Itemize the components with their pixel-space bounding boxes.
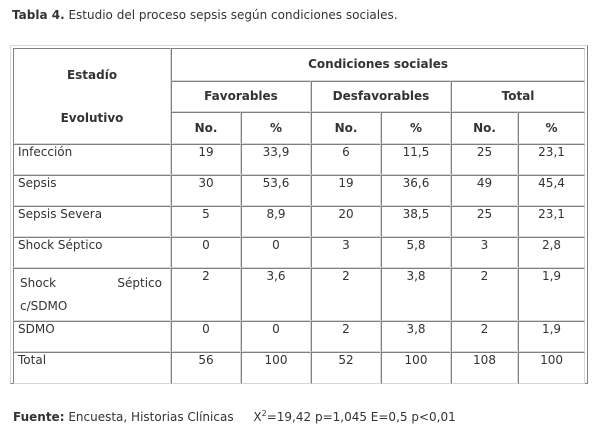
table-row: Sepsis Severa 5 8,9 20 38,5 25 23,1 — [13, 206, 586, 237]
cell-fav-no: 19 — [171, 144, 241, 175]
row-stage-word-1: Shock — [20, 276, 57, 290]
cell-fav-no: 0 — [171, 237, 241, 268]
cell-des-pct: 36,6 — [381, 175, 451, 206]
cell-fav-no: 2 — [171, 268, 241, 321]
cell-des-pct: 5,8 — [381, 237, 451, 268]
footer-stats: X2=19,42 p=1,045 E=0,5 p<0,01 — [253, 409, 456, 425]
cell-fav-no: 56 — [171, 352, 241, 384]
header-stage: Estadío Evolutivo — [13, 48, 171, 144]
header-fav-no: No. — [171, 112, 241, 144]
cell-des-no: 6 — [311, 144, 381, 175]
cell-des-no: 2 — [311, 268, 381, 321]
cell-tot-pct: 1,9 — [518, 321, 586, 352]
table-row: Infección 19 33,9 6 11,5 25 23,1 — [13, 144, 586, 175]
header-group-title: Condiciones sociales — [171, 48, 586, 81]
header-favorables: Favorables — [171, 81, 311, 112]
cell-fav-no: 30 — [171, 175, 241, 206]
footer-source: Encuesta, Historias Clínicas — [68, 410, 234, 424]
cell-des-no: 52 — [311, 352, 381, 384]
table-row: SDMO 0 0 2 3,8 2 1,9 — [13, 321, 586, 352]
header-tot-pct: % — [518, 112, 586, 144]
table-row: Total 56 100 52 100 108 100 — [13, 352, 586, 384]
cell-fav-no: 0 — [171, 321, 241, 352]
cell-tot-no: 108 — [451, 352, 518, 384]
row-stage: Shock Séptico c/SDMO — [13, 268, 171, 321]
cell-fav-pct: 53,6 — [241, 175, 311, 206]
header-fav-pct: % — [241, 112, 311, 144]
data-table-frame: Estadío Evolutivo Condiciones sociales F… — [10, 45, 588, 384]
table-footer: Fuente: Encuesta, Historias Clínicas X2=… — [13, 409, 456, 425]
cell-des-pct: 100 — [381, 352, 451, 384]
cell-fav-no: 5 — [171, 206, 241, 237]
cell-des-no: 2 — [311, 321, 381, 352]
cell-des-no: 20 — [311, 206, 381, 237]
cell-tot-pct: 23,1 — [518, 206, 586, 237]
cell-fav-pct: 8,9 — [241, 206, 311, 237]
header-stage-line2: Evolutivo — [60, 111, 124, 125]
cell-tot-pct: 1,9 — [518, 268, 586, 321]
data-table: Estadío Evolutivo Condiciones sociales F… — [13, 48, 586, 384]
cell-fav-pct: 0 — [241, 321, 311, 352]
caption-label: Tabla 4. — [12, 8, 65, 22]
cell-tot-no: 49 — [451, 175, 518, 206]
cell-fav-pct: 100 — [241, 352, 311, 384]
row-stage-word-2: Séptico — [117, 276, 162, 290]
table-caption: Tabla 4. Estudio del proceso sepsis segú… — [12, 8, 398, 22]
cell-fav-pct: 3,6 — [241, 268, 311, 321]
header-row-2: Favorables Desfavorables Total — [13, 81, 586, 112]
table-row: Sepsis 30 53,6 19 36,6 49 45,4 — [13, 175, 586, 206]
row-stage: Shock Séptico — [13, 237, 171, 268]
header-total: Total — [451, 81, 586, 112]
cell-tot-pct: 100 — [518, 352, 586, 384]
cell-tot-no: 2 — [451, 268, 518, 321]
cell-tot-no: 2 — [451, 321, 518, 352]
cell-tot-pct: 23,1 — [518, 144, 586, 175]
header-row-1: Estadío Evolutivo Condiciones sociales — [13, 48, 586, 144]
header-desfavorables: Desfavorables — [311, 81, 451, 112]
row-stage: Sepsis Severa — [13, 206, 171, 237]
cell-des-pct: 3,8 — [381, 321, 451, 352]
chi-symbol: X — [253, 410, 262, 424]
caption-text: Estudio del proceso sepsis según condici… — [68, 8, 398, 22]
row-stage: SDMO — [13, 321, 171, 352]
stats-values: =19,42 p=1,045 E=0,5 p<0,01 — [266, 410, 456, 424]
cell-tot-pct: 45,4 — [518, 175, 586, 206]
cell-fav-pct: 33,9 — [241, 144, 311, 175]
cell-tot-pct: 2,8 — [518, 237, 586, 268]
cell-des-no: 3 — [311, 237, 381, 268]
cell-des-no: 19 — [311, 175, 381, 206]
row-stage: Infección — [13, 144, 171, 175]
table-row: Shock Séptico 0 0 3 5,8 3 2,8 — [13, 237, 586, 268]
header-tot-no: No. — [451, 112, 518, 144]
cell-des-pct: 11,5 — [381, 144, 451, 175]
cell-des-pct: 38,5 — [381, 206, 451, 237]
cell-tot-no: 25 — [451, 206, 518, 237]
cell-tot-no: 25 — [451, 144, 518, 175]
cell-tot-no: 3 — [451, 237, 518, 268]
table-row: Shock Séptico c/SDMO 2 3,6 2 3,8 2 1,9 — [13, 268, 586, 321]
cell-des-pct: 3,8 — [381, 268, 451, 321]
header-des-pct: % — [381, 112, 451, 144]
footer-label: Fuente: — [13, 410, 65, 424]
cell-fav-pct: 0 — [241, 237, 311, 268]
row-stage: Sepsis — [13, 175, 171, 206]
header-row-3: No. % No. % No. % — [13, 112, 586, 144]
chi-exponent: 2 — [261, 409, 267, 418]
header-stage-line1: Estadío — [66, 68, 118, 82]
row-stage: Total — [13, 352, 171, 384]
row-stage-word-3: c/SDMO — [20, 299, 68, 313]
header-des-no: No. — [311, 112, 381, 144]
